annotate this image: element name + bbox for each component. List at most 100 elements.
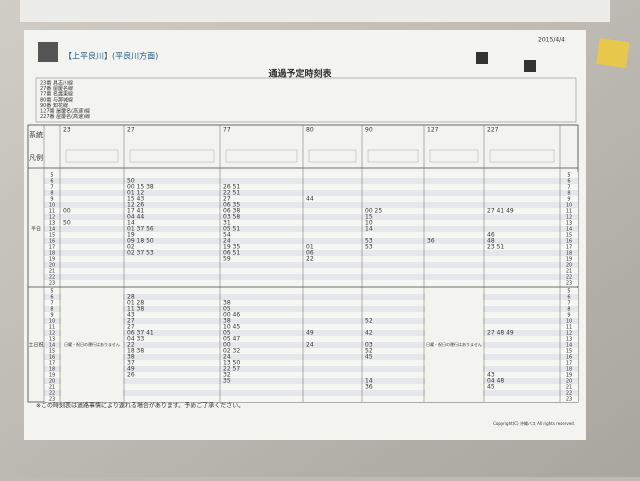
route-tag: [489, 149, 555, 163]
route-tag: [65, 149, 119, 163]
hour-label: 17: [49, 361, 55, 367]
hour-label: 19: [49, 257, 55, 263]
row-stripe: [44, 354, 578, 360]
route-number: 127: [427, 127, 439, 134]
hour-label: 9: [567, 197, 570, 203]
hour-label: 7: [50, 185, 53, 191]
hour-label: 23: [566, 397, 572, 403]
departure-times: 43: [127, 312, 135, 319]
row-stripe: [44, 378, 578, 384]
route-tag: [225, 149, 298, 163]
hour-label: 16: [49, 355, 55, 361]
departure-times: 24: [306, 342, 314, 349]
hour-label: 14: [49, 227, 55, 233]
route-number: 90: [365, 127, 373, 134]
route-line: 90番 知花線: [40, 102, 68, 109]
hour-label: 16: [566, 239, 572, 245]
departure-times: 11 38: [127, 306, 144, 313]
departure-times: 38: [127, 354, 135, 361]
hour-label: 13: [49, 221, 55, 227]
departure-times: 27: [127, 318, 135, 325]
row-stripe: [44, 366, 578, 372]
route-label: 系統: [29, 130, 43, 139]
hour-label: 6: [50, 295, 53, 301]
departure-times: 13 50: [223, 360, 240, 367]
copyright: Copyright(C) 沖縄バス All rights reserved.: [493, 420, 575, 426]
departure-times: 01 12: [127, 190, 144, 197]
date: 2015/4/4: [538, 37, 565, 44]
hour-label: 18: [49, 251, 55, 257]
hour-label: 21: [49, 269, 55, 275]
departure-times: 10 45: [223, 324, 240, 331]
row-stripe: [44, 288, 578, 294]
route-line: 80番 与那城線: [40, 96, 73, 103]
row-stripe: [44, 306, 578, 312]
hour-label: 17: [566, 245, 572, 251]
departure-times: 05: [223, 330, 231, 337]
departure-times: 26 51: [223, 184, 240, 191]
upper-paper: [20, 0, 610, 22]
departure-times: 18 38: [127, 348, 144, 355]
departure-times: 53: [365, 238, 373, 245]
departure-times: 00 25: [365, 208, 382, 215]
hour-label: 8: [50, 307, 53, 313]
departure-times: 27: [223, 196, 231, 203]
hour-label: 11: [49, 325, 55, 331]
departure-times: 53: [365, 244, 373, 251]
wheelchair-icon: [524, 60, 536, 72]
route-tag: [308, 149, 357, 163]
row-stripe: [44, 384, 578, 390]
departure-times: 45: [365, 354, 373, 361]
departure-times: 15 43: [127, 196, 144, 203]
hour-label: 15: [49, 349, 55, 355]
departure-times: 06 37 41: [127, 330, 154, 337]
departure-times: 14: [365, 378, 373, 385]
route-number: 227: [487, 127, 499, 134]
departure-times: 59: [223, 256, 231, 263]
departure-times: 35: [223, 378, 231, 385]
departure-times: 45: [487, 384, 495, 391]
hour-label: 20: [566, 263, 572, 269]
departure-times: 43: [487, 372, 495, 379]
hour-label: 12: [566, 215, 572, 221]
hour-label: 10: [49, 203, 55, 209]
route-number: 80: [306, 127, 314, 134]
hour-label: 5: [567, 289, 570, 295]
hour-label: 5: [50, 289, 53, 295]
hour-label: 20: [49, 263, 55, 269]
hour-label: 8: [567, 191, 570, 197]
holiday-note: 日曜・祝日の運行はありません: [426, 341, 482, 347]
hour-label: 16: [49, 239, 55, 245]
row-stripe: [44, 238, 578, 244]
hour-label: 12: [49, 215, 55, 221]
row-stripe: [44, 348, 578, 354]
hour-label: 23: [49, 281, 55, 287]
route-line: 23番 具志川線: [40, 80, 73, 87]
route-line: 127番 屋慶名(高速)線: [40, 108, 90, 115]
row-stripe: [44, 262, 578, 268]
departure-times: 05: [223, 306, 231, 313]
hour-label: 14: [566, 227, 572, 233]
departure-times: 22 51: [223, 190, 240, 197]
departure-times: 23 51: [487, 244, 504, 251]
hour-label: 17: [49, 245, 55, 251]
row-stripe: [44, 330, 578, 336]
departure-times: 06: [306, 250, 314, 257]
row-stripe: [44, 300, 578, 306]
hour-label: 23: [49, 397, 55, 403]
hour-label: 22: [566, 391, 572, 397]
departure-times: 04 33: [127, 336, 144, 343]
departure-times: 50: [63, 220, 71, 227]
row-stripe: [44, 208, 578, 214]
hour-label: 14: [566, 343, 572, 349]
departure-times: 06 51: [223, 250, 240, 257]
departure-times: 05 47: [223, 336, 240, 343]
row-stripe: [44, 390, 578, 396]
departure-times: 42: [365, 330, 373, 337]
row-stripe: [44, 250, 578, 256]
hour-label: 10: [566, 203, 572, 209]
row-stripe: [44, 336, 578, 342]
departure-times: 06 35: [223, 202, 240, 209]
